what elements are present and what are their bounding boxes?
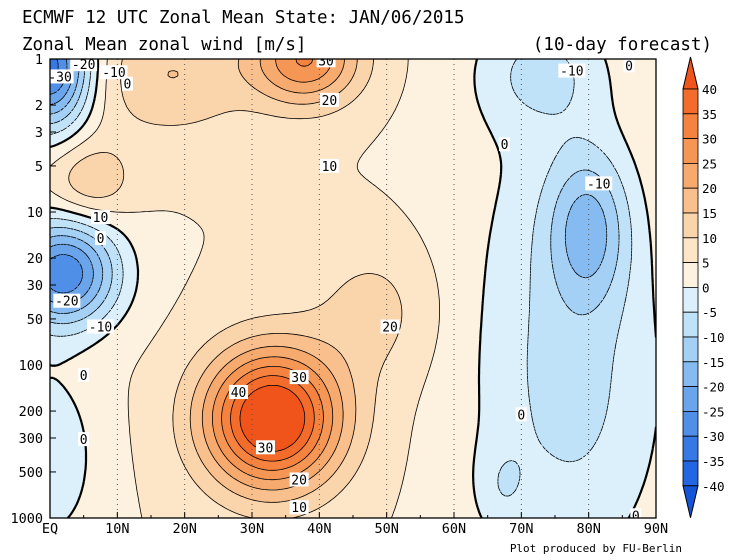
chart-subtitle: Zonal Mean zonal wind [m/s] [22,35,306,55]
forecast-note: (10-day forecast) [533,35,712,55]
chart-title: ECMWF 12 UTC Zonal Mean State: JAN/06/20… [22,8,465,28]
